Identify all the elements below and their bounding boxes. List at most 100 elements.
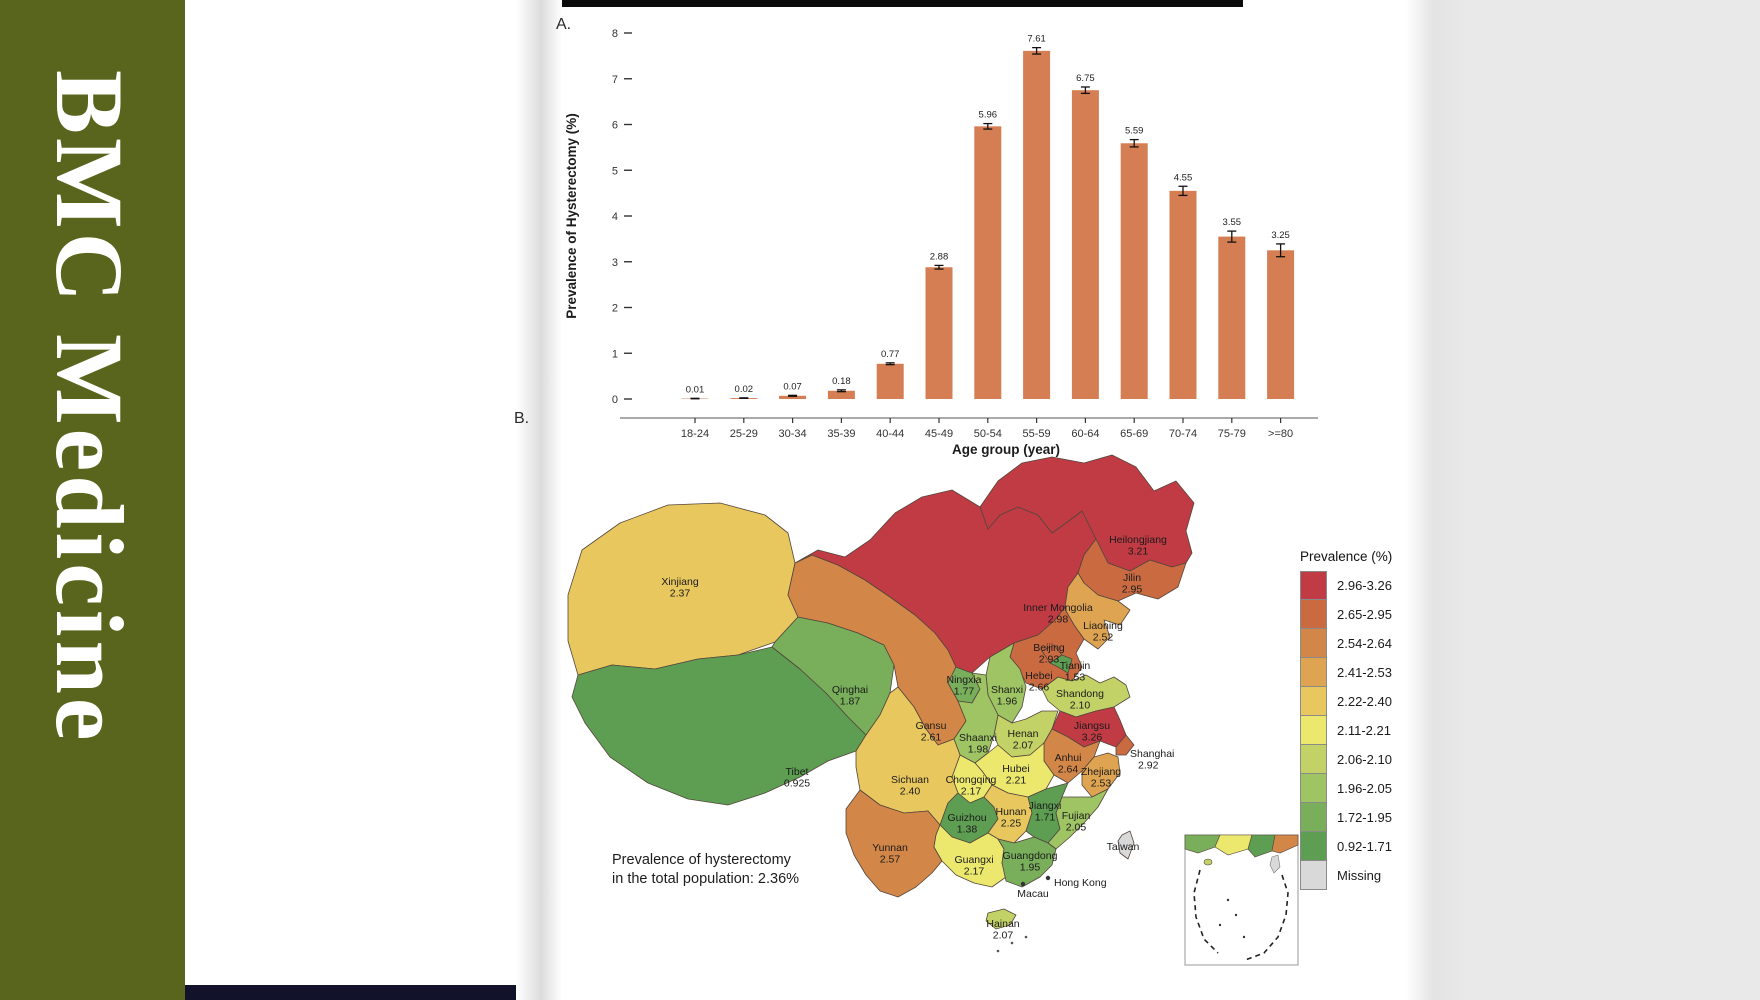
province-taiwan bbox=[1117, 830, 1135, 860]
svg-text:50-54: 50-54 bbox=[974, 428, 1002, 440]
province-zhejiang bbox=[1081, 752, 1121, 798]
china-choropleth-map: Xinjiang 2.37 Tibet 0.925 Qinghai 1.87 Gansu 2.… bbox=[567, 454, 1299, 966]
label-zhejiang: Zhejiang 2.53 bbox=[1081, 766, 1121, 790]
legend-label: 2.41-2.53 bbox=[1337, 665, 1392, 680]
legend-row: 2.65-2.95 bbox=[1300, 600, 1392, 629]
journal-title: BMC Medicine bbox=[36, 70, 143, 745]
label-shanghai: Shanghai 2.92 bbox=[1130, 748, 1174, 772]
legend-swatch bbox=[1300, 716, 1327, 745]
label-yunnan: Yunnan 2.57 bbox=[872, 842, 908, 866]
svg-text:4.55: 4.55 bbox=[1174, 172, 1193, 183]
y-axis-title: Prevalence of Hysterectomy (%) bbox=[564, 113, 579, 319]
label-xinjiang: Xinjiang 2.37 bbox=[661, 576, 699, 600]
label-heilongjiang: Heilongjiang 3.21 bbox=[1109, 534, 1167, 558]
legend-label: 2.54-2.64 bbox=[1337, 636, 1392, 651]
svg-text:65-69: 65-69 bbox=[1120, 428, 1148, 440]
legend-row: 0.92-1.71 bbox=[1300, 832, 1392, 861]
label-hubei: Hubei 2.21 bbox=[1002, 763, 1029, 787]
bars-group: 0.01 0.02 0.07 0.18 0.77 2.88 5.96 7.61 6.75 5.59… bbox=[681, 34, 1295, 400]
svg-text:1: 1 bbox=[612, 348, 618, 360]
svg-text:18-24: 18-24 bbox=[681, 428, 709, 440]
svg-text:0.02: 0.02 bbox=[735, 384, 754, 395]
legend-row: 2.54-2.64 bbox=[1300, 629, 1392, 658]
legend-row: 1.72-1.95 bbox=[1300, 803, 1392, 832]
svg-text:45-49: 45-49 bbox=[925, 428, 953, 440]
legend-row: 1.96-2.05 bbox=[1300, 774, 1392, 803]
page-edge-right bbox=[1406, 0, 1760, 1000]
label-sichuan: Sichuan 2.40 bbox=[891, 774, 929, 798]
label-anhui: Anhui 2.64 bbox=[1055, 752, 1082, 776]
legend-row: 2.06-2.10 bbox=[1300, 745, 1392, 774]
label-taiwan: Taiwan bbox=[1107, 841, 1140, 853]
svg-text:3.25: 3.25 bbox=[1271, 230, 1290, 241]
label-jiangxi: Jiangxi 1.71 bbox=[1029, 800, 1062, 824]
label-hunan: Hunan 2.25 bbox=[996, 806, 1027, 830]
svg-text:6.75: 6.75 bbox=[1076, 73, 1095, 84]
svg-text:0: 0 bbox=[612, 394, 618, 406]
label-tibet: Tibet 0.925 bbox=[784, 766, 810, 790]
label-qinghai: Qinghai 1.87 bbox=[832, 684, 868, 708]
svg-text:4: 4 bbox=[612, 211, 618, 223]
legend-label: 2.22-2.40 bbox=[1337, 694, 1392, 709]
legend-swatch bbox=[1300, 861, 1327, 890]
panel-b-label: B. bbox=[514, 410, 530, 427]
map-extra-marks bbox=[996, 875, 1051, 953]
total-prevalence-note-line2: in the total population: 2.36% bbox=[612, 871, 800, 887]
map-legend: Prevalence (%) 2.96-3.26 2.65-2.95 2.54-2.… bbox=[1300, 549, 1392, 890]
svg-text:8: 8 bbox=[612, 28, 618, 40]
legend-swatch bbox=[1300, 832, 1327, 861]
svg-text:5: 5 bbox=[612, 165, 618, 177]
label-hainan: Hainan 2.07 bbox=[986, 918, 1019, 942]
label-henan: Henan 2.07 bbox=[1008, 728, 1039, 752]
journal-spine: BMC Medicine bbox=[0, 0, 185, 1000]
svg-text:5.59: 5.59 bbox=[1125, 126, 1144, 137]
legend-label: Missing bbox=[1337, 868, 1382, 883]
label-beijing: Beijing 2.93 bbox=[1033, 642, 1065, 666]
svg-text:7: 7 bbox=[612, 74, 618, 86]
legend-swatch bbox=[1300, 803, 1327, 832]
svg-text:2: 2 bbox=[612, 303, 618, 315]
svg-text:0.18: 0.18 bbox=[832, 376, 851, 387]
legend-row: 2.96-3.26 bbox=[1300, 571, 1392, 600]
bar-chart-prevalence-by-age: 0.01 0.02 0.07 0.18 0.77 2.88 5.96 7.61 6.75 5.59… bbox=[564, 28, 1318, 457]
label-guangxi: Guangxi 2.17 bbox=[954, 854, 993, 878]
svg-text:30-34: 30-34 bbox=[779, 428, 807, 440]
label-fujian: Fujian 2.05 bbox=[1062, 810, 1091, 834]
province-fujian bbox=[1047, 788, 1109, 850]
svg-text:7.61: 7.61 bbox=[1027, 34, 1046, 45]
label-guangdong: Guangdong 1.95 bbox=[1003, 850, 1058, 874]
legend-row: 2.22-2.40 bbox=[1300, 687, 1392, 716]
legend-swatch bbox=[1300, 774, 1327, 803]
legend-label: 1.72-1.95 bbox=[1337, 810, 1392, 825]
svg-text:0.01: 0.01 bbox=[686, 384, 705, 395]
legend-label: 2.96-3.26 bbox=[1337, 578, 1392, 593]
page-edge-shadow-left bbox=[516, 0, 562, 1000]
legend-swatch bbox=[1300, 745, 1327, 774]
bottom-crop-strip bbox=[185, 985, 517, 1000]
province-yunnan bbox=[845, 789, 943, 898]
legend-swatch bbox=[1300, 687, 1327, 716]
label-shaanxi: Shaanxi 1.98 bbox=[959, 732, 997, 756]
legend-row: 2.41-2.53 bbox=[1300, 658, 1392, 687]
svg-text:60-64: 60-64 bbox=[1071, 428, 1099, 440]
svg-text:55-59: 55-59 bbox=[1023, 428, 1051, 440]
total-prevalence-note-line1: Prevalence of hysterectomy bbox=[612, 852, 791, 868]
svg-text:25-29: 25-29 bbox=[730, 428, 758, 440]
label-macau: Macau bbox=[1017, 888, 1049, 900]
province-guangdong bbox=[997, 836, 1057, 888]
svg-text:2.88: 2.88 bbox=[930, 251, 949, 262]
legend-swatch bbox=[1300, 658, 1327, 687]
province-shapes bbox=[567, 454, 1195, 930]
legend-label: 2.65-2.95 bbox=[1337, 607, 1392, 622]
svg-text:3.55: 3.55 bbox=[1223, 217, 1242, 228]
legend-row: 2.11-2.21 bbox=[1300, 716, 1392, 745]
label-jilin: Jilin 2.95 bbox=[1122, 572, 1143, 596]
label-hebei: Hebei 2.66 bbox=[1025, 670, 1052, 694]
svg-text:40-44: 40-44 bbox=[876, 428, 904, 440]
total-prevalence-note: Prevalence of hysterectomy in the total … bbox=[612, 851, 799, 889]
label-jiangsu: Jiangsu 3.26 bbox=[1074, 720, 1110, 744]
map-legend-title: Prevalence (%) bbox=[1300, 549, 1393, 564]
legend-row: Missing bbox=[1300, 861, 1392, 890]
legend-label: 1.96-2.05 bbox=[1337, 781, 1392, 796]
